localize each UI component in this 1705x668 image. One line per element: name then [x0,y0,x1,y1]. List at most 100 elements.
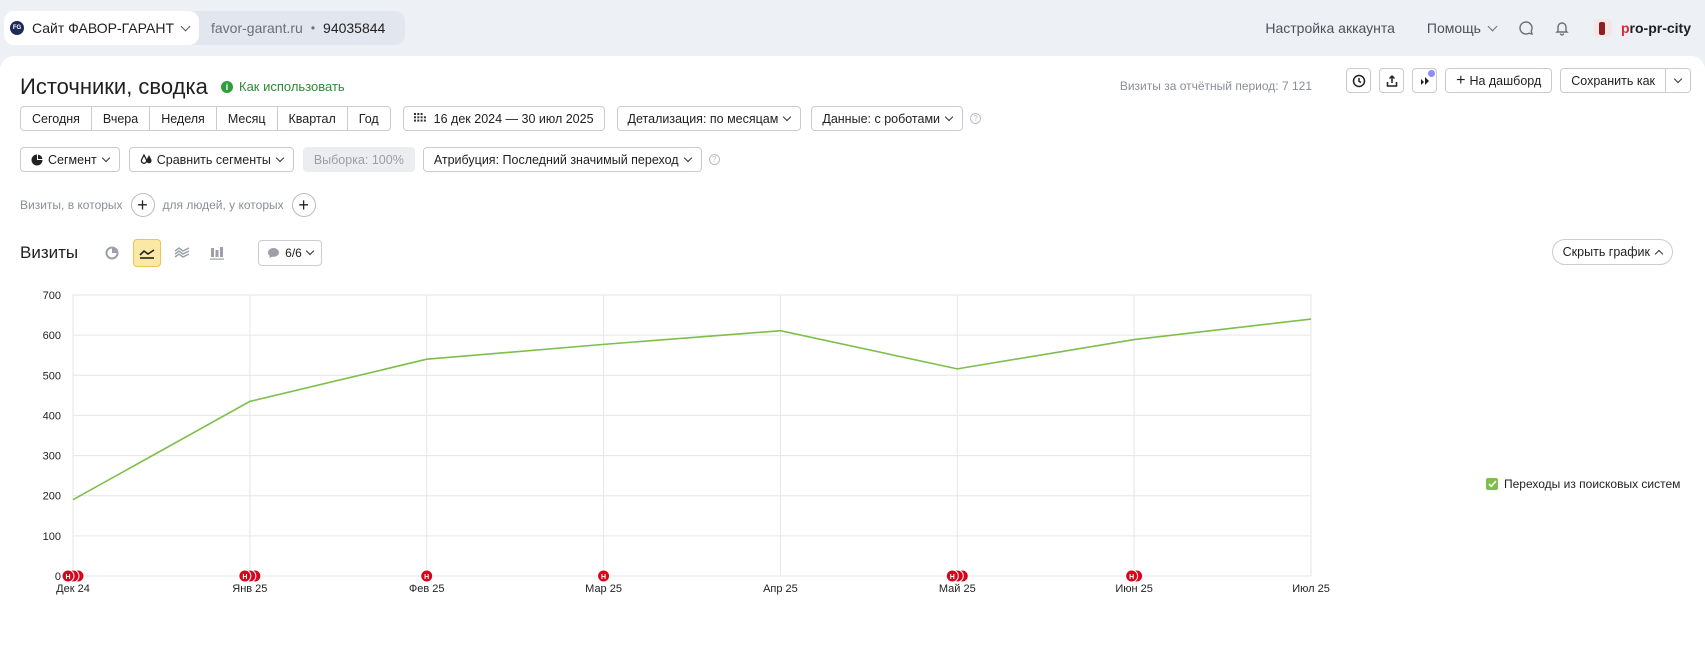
x-tick-label: Апр 25 [763,583,798,595]
chat-icon[interactable] [1516,18,1536,38]
note-marker [238,569,252,583]
area-chart-icon [174,247,190,258]
to-dashboard-label: На дашборд [1469,73,1542,88]
chart-title: Визиты [20,243,79,262]
period-button[interactable]: Месяц [215,106,278,131]
bell-icon[interactable] [1552,18,1572,38]
clock-icon [1352,74,1365,87]
period-button[interactable]: Квартал [276,106,348,131]
counter-id: 94035844 [323,20,386,36]
hide-chart-button[interactable]: Скрыть график [1551,239,1673,265]
account-settings-link[interactable]: Настройка аккаунта [1265,20,1395,36]
info-icon: i [221,80,233,93]
calendar-icon [413,113,426,122]
note-marker [1125,569,1139,583]
save-as-button[interactable]: Сохранить как [1560,68,1666,93]
plus-icon: + [1456,71,1466,89]
notification-dot [1428,70,1436,77]
period-row: Сегодня Вчера Неделя Месяц Квартал Год 16 дек… [20,106,982,131]
people-where-label: для людей, у которых [162,198,284,212]
user-name: pro-pr-city [1620,20,1691,36]
period-segment: Сегодня Вчера Неделя Месяц Квартал Год [20,106,391,131]
bar-chart-icon [210,246,225,260]
ai-icon [1420,76,1429,85]
howto-label: Как использовать [239,79,345,94]
compare-label: Сравнить сегменты [156,152,271,167]
history-button[interactable] [1346,68,1372,93]
note-marker [597,569,611,583]
y-tick-label: 700 [43,290,61,302]
period-button[interactable]: Вчера [90,106,151,131]
chevron-up-icon [1654,249,1664,259]
data-dropdown[interactable]: Данные: с роботами [811,106,964,131]
period-button[interactable]: Неделя [149,106,217,131]
pie-chart-view-button[interactable] [98,239,126,267]
visits-where-label: Визиты, в которых [20,198,123,212]
x-tick-label: Фев 25 [409,583,445,595]
help-circle-icon[interactable]: ? [970,113,982,124]
add-visit-condition-button[interactable]: + [130,193,155,217]
x-tick-label: Июн 25 [1115,583,1153,595]
comment-icon [268,248,280,258]
date-range-button[interactable]: 16 дек 2024 — 30 июл 2025 [402,106,605,131]
note-marker [61,569,75,583]
segment-label: Сегмент [48,152,97,167]
drops-icon [140,153,152,164]
user-menu[interactable]: pro-pr-city [1593,19,1691,37]
y-tick-label: 400 [43,410,61,422]
site-domain: favor-garant.ru [211,20,303,36]
y-tick-label: 300 [43,451,61,463]
hide-chart-label: Скрыть график [1562,245,1650,259]
separator-dot: • [310,21,316,35]
x-tick-label: Май 25 [939,583,976,595]
legend-item[interactable]: Переходы из поисковых систем [1486,477,1680,491]
y-tick-label: 600 [43,330,61,342]
legend-label: Переходы из поисковых систем [1504,477,1681,491]
top-right-menu: Настройка аккаунта Помощь pro-pr-city [1265,11,1691,45]
notes-dropdown[interactable]: 6/6 [258,240,322,266]
chevron-down-icon [180,21,191,31]
export-button[interactable] [1379,68,1405,93]
line-chart-view-button[interactable] [133,239,162,267]
add-people-condition-button[interactable]: + [291,193,316,217]
chevron-down-icon [944,112,954,121]
x-tick-label: Янв 25 [232,583,267,595]
site-pill: FG Сайт ФАВОР-ГАРАНТ favor-garant.ru • 9… [4,11,406,45]
ai-assistant-button[interactable] [1412,68,1438,93]
compare-segments-dropdown[interactable]: Сравнить сегменты [128,147,294,172]
avatar [1593,19,1612,37]
segment-dropdown[interactable]: Сегмент [20,147,120,172]
help-menu[interactable]: Помощь [1427,20,1498,36]
help-circle-icon[interactable]: ? [708,154,720,165]
series-line [72,318,1312,501]
header-tools: + На дашборд Сохранить как [1346,68,1691,93]
chevron-down-icon [783,112,792,121]
howto-link[interactable]: i Как использовать [221,79,345,94]
y-tick-label: 0 [55,571,61,583]
site-logo-icon: FG [10,21,24,35]
attribution-label: Атрибуция: Последний значимый переход [433,152,679,167]
save-as-dropdown[interactable] [1666,68,1691,93]
x-tick-label: Дек 24 [56,583,90,595]
detail-dropdown[interactable]: Детализация: по месяцам [616,106,802,131]
note-marker-label: Н [601,574,606,581]
report-panel: Источники, сводка i Как использовать Виз… [0,56,1705,668]
share-icon [1386,74,1397,87]
y-tick-label: 100 [43,531,61,543]
line-chart-icon [139,249,155,259]
period-button[interactable]: Сегодня [20,106,92,131]
period-button[interactable]: Год [346,106,391,131]
condition-row: Визиты, в которых + для людей, у которых… [20,193,324,217]
attribution-dropdown[interactable]: Атрибуция: Последний значимый переход [422,147,702,172]
page-title: Источники, сводка [20,74,208,99]
y-tick-label: 500 [43,370,61,382]
top-bar: FG Сайт ФАВОР-ГАРАНТ favor-garant.ru • 9… [0,0,1705,56]
chevron-down-icon [275,153,285,162]
chevron-down-icon [1673,74,1683,83]
site-selector[interactable]: FG Сайт ФАВОР-ГАРАНТ [4,11,199,45]
area-chart-view-button[interactable] [168,239,196,267]
to-dashboard-button[interactable]: + На дашборд [1445,68,1553,93]
save-as-group: Сохранить как [1560,68,1691,93]
bar-chart-view-button[interactable] [203,239,231,267]
note-marker [420,569,434,583]
